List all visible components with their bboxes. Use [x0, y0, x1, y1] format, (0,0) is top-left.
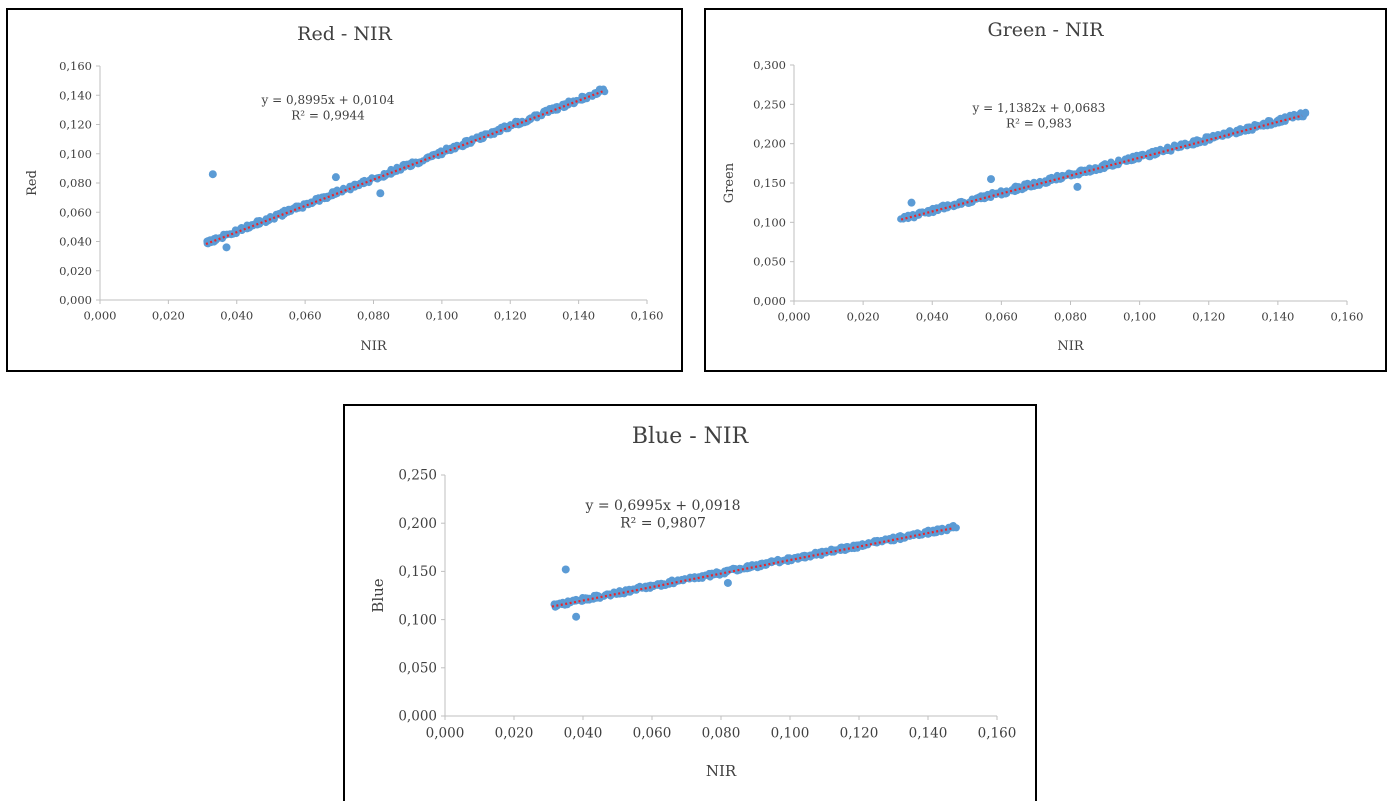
x-tick-label: 0,100	[425, 309, 458, 323]
x-tick-label: 0,140	[1261, 310, 1294, 324]
x-tick-label: 0,000	[778, 310, 811, 324]
scatter-point	[1226, 127, 1234, 135]
y-axis-label: Red	[25, 170, 40, 196]
x-tick-label: 0,060	[985, 310, 1018, 324]
trendline	[205, 90, 603, 246]
x-tick-label: 0,140	[562, 309, 595, 323]
y-tick-label: 0,050	[753, 255, 786, 269]
x-tick-label: 0,000	[84, 309, 117, 323]
y-tick-label: 0,060	[59, 205, 92, 219]
chart-title: Green - NIR	[988, 19, 1105, 41]
r-squared-label: R² = 0,9944	[291, 109, 365, 123]
scatter-points	[203, 85, 609, 252]
chart-green-nir-svg: Green - NIR 0,000 0,050 0,100 0,150 0,200 0,25…	[722, 19, 1364, 354]
y-tick-label: 0,040	[59, 235, 92, 249]
y-tick-label: 0,150	[398, 564, 437, 580]
trendline-equation: y = 1,1382x + 0,0683	[972, 101, 1106, 115]
x-tick-label: 0,140	[909, 726, 948, 742]
x-tick-label: 0,040	[220, 309, 253, 323]
scatter-point	[1301, 109, 1309, 117]
x-tick-label: 0,120	[840, 726, 879, 742]
trendline-equation: y = 0,8995x + 0,0104	[261, 93, 395, 107]
x-tick-label: 0,160	[978, 726, 1017, 742]
chart-title: Blue - NIR	[632, 424, 750, 449]
outlier-point	[208, 170, 217, 179]
chart-title: Red - NIR	[297, 23, 392, 45]
outlier-point	[723, 578, 732, 587]
chart-red-nir: Red - NIR 0,000 0,020 0,040 0,060 0,080 0,100 0…	[6, 8, 683, 372]
trendline	[900, 114, 1303, 221]
y-tick-label: 0,300	[753, 58, 786, 72]
x-axis-label: NIR	[1057, 339, 1085, 354]
r-squared-label: R² = 0,9807	[620, 516, 706, 532]
trendline	[551, 527, 953, 608]
x-axis-label: NIR	[706, 762, 737, 780]
y-tick-label: 0,250	[398, 468, 437, 484]
x-tick-label: 0,120	[494, 309, 527, 323]
x-tick-label: 0,060	[633, 726, 672, 742]
trendline-equation: y = 0,6995x + 0,0918	[584, 498, 740, 514]
x-tick-label: 0,020	[847, 310, 880, 324]
x-tick-label: 0,100	[1123, 310, 1156, 324]
scatter-points	[550, 522, 960, 621]
x-tick-label: 0,040	[564, 726, 603, 742]
x-tick-label: 0,020	[495, 726, 534, 742]
scatter-point	[601, 88, 609, 96]
y-tick-label: 0,150	[753, 176, 786, 190]
chart-red-nir-svg: Red - NIR 0,000 0,020 0,040 0,060 0,080 0,100 0…	[25, 23, 664, 354]
outlier-point	[1073, 182, 1082, 191]
x-tick-label: 0,080	[702, 726, 741, 742]
outlier-point	[561, 565, 570, 574]
y-tick-label: 0,000	[753, 294, 786, 308]
y-tick-label: 0,100	[753, 215, 786, 229]
y-tick-label: 0,200	[753, 137, 786, 151]
y-axis-label: Blue	[369, 578, 387, 612]
x-tick-label: 0,040	[916, 310, 949, 324]
y-tick-label: 0,200	[398, 516, 437, 532]
y-axis-label: Green	[722, 162, 737, 203]
x-tick-label: 0,000	[426, 726, 465, 742]
x-tick-label: 0,100	[771, 726, 810, 742]
x-tick-label: 0,080	[1054, 310, 1087, 324]
x-tick-label: 0,080	[357, 309, 390, 323]
y-tick-label: 0,160	[59, 59, 92, 73]
outlier-point	[987, 175, 996, 184]
y-tick-label: 0,000	[59, 293, 92, 307]
outlier-point	[572, 612, 581, 621]
scatter-point	[858, 540, 867, 548]
r-squared-label: R² = 0,983	[1006, 117, 1072, 131]
y-tick-label: 0,100	[398, 612, 437, 628]
x-axis-label: NIR	[360, 339, 388, 354]
scatter-point	[952, 524, 960, 532]
x-tick-label: 0,120	[1192, 310, 1225, 324]
y-tick-label: 0,000	[398, 709, 437, 725]
y-tick-label: 0,250	[753, 97, 786, 111]
y-tick-label: 0,020	[59, 264, 92, 278]
scatter-point	[1002, 187, 1011, 195]
x-tick-label: 0,020	[152, 309, 185, 323]
y-tick-label: 0,050	[398, 661, 437, 677]
outlier-point	[907, 198, 916, 207]
chart-blue-nir-svg: Blue - NIR 0,000 0,050 0,100 0,150 0,200 0,250…	[369, 424, 1017, 780]
y-tick-label: 0,120	[59, 118, 92, 132]
outlier-point	[331, 173, 340, 182]
y-tick-label: 0,080	[59, 176, 92, 190]
chart-blue-nir: Blue - NIR 0,000 0,050 0,100 0,150 0,200 0,250…	[343, 404, 1037, 801]
outlier-point	[376, 189, 385, 198]
x-tick-label: 0,060	[289, 309, 322, 323]
x-tick-label: 0,160	[1331, 310, 1364, 324]
outlier-point	[222, 243, 231, 252]
y-tick-label: 0,100	[59, 147, 92, 161]
scatter-point	[467, 139, 475, 147]
chart-green-nir: Green - NIR 0,000 0,050 0,100 0,150 0,200 0,25…	[704, 8, 1387, 372]
x-tick-label: 0,160	[631, 309, 664, 323]
y-tick-label: 0,140	[59, 88, 92, 102]
